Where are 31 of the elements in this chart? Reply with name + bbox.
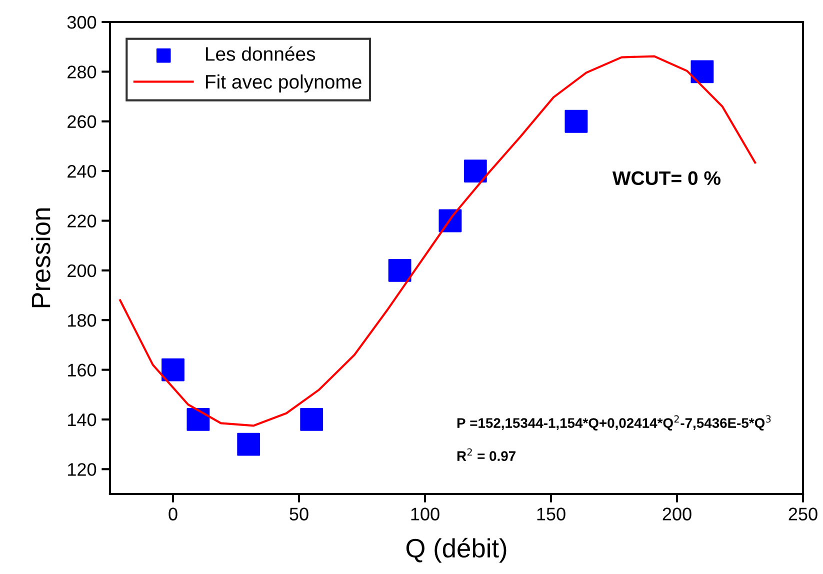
x-tick-label: 100: [411, 508, 440, 520]
annotation: P =152,15344-1,154*Q+0,02414*Q$^{2}$-7,5436E-5*Q$^{3}$: [457, 415, 771, 431]
x-tick-label: 200: [662, 508, 692, 520]
y-tick-label: 140: [68, 413, 96, 426]
y-axis-title: Pression: [30, 208, 50, 308]
point: [564, 110, 588, 133]
annotation: WCUT= 0 %: [612, 171, 720, 186]
y-tick-label: 240: [68, 164, 96, 178]
x-tick-label: 150: [537, 508, 566, 520]
point: [388, 258, 412, 282]
y-tick-label: 280: [68, 66, 96, 78]
y-tick-label: 300: [67, 16, 96, 29]
y-tick-label: 260: [68, 115, 96, 128]
y-tick-label: 200: [68, 264, 96, 278]
y-tick-label: 160: [68, 364, 96, 377]
x-tick-label: 0: [168, 508, 178, 520]
legend-label: Les données: [206, 46, 316, 61]
annotation: R$^{2}$ = 0.97: [457, 448, 516, 461]
point: [690, 60, 714, 84]
point: [237, 432, 260, 456]
x-tick-label: 50: [290, 508, 308, 520]
point: [186, 408, 210, 431]
point: [162, 358, 184, 382]
x-tick-label: 250: [788, 508, 818, 520]
y-tick-label: 180: [68, 314, 96, 327]
point: [464, 160, 487, 183]
legend-label: Fit avec polynome: [206, 74, 362, 93]
x-axis-title: Q (débit): [406, 538, 506, 563]
point: [300, 408, 324, 431]
y-tick-label: 220: [68, 214, 96, 228]
y-tick-label: 120: [68, 463, 96, 476]
